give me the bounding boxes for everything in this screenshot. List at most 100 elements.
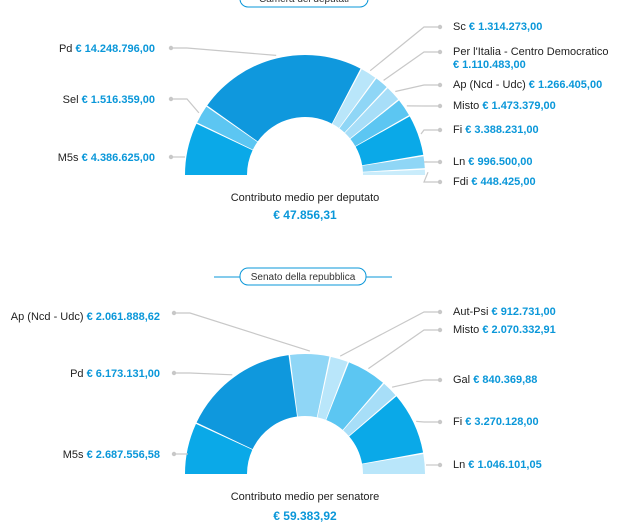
slice-ln[interactable] — [362, 453, 425, 474]
series-name: Ap (Ncd - Udc) — [11, 311, 87, 323]
label-text: Sc € 1.314.273,00 — [453, 21, 542, 33]
series-value: € 840.369,88 — [473, 374, 537, 386]
slice-misto[interactable] — [350, 100, 409, 147]
series-name: Fi — [453, 124, 465, 136]
label-pd: Pd € 6.173.131,00 — [70, 368, 233, 380]
leader-line — [391, 379, 440, 388]
leader-dot — [437, 309, 443, 315]
series-name: Pd — [59, 43, 76, 55]
leader-dot — [437, 419, 443, 425]
label-text: Sel € 1.516.359,00 — [63, 94, 155, 106]
series-name: Misto — [453, 100, 482, 112]
label-text: Ap (Ncd - Udc) € 2.061.888,62 — [11, 311, 160, 323]
series-name: Ap (Ncd - Udc) — [453, 79, 529, 91]
label-text: Misto € 2.070.332,91 — [453, 324, 556, 336]
label-sc: Sc € 1.314.273,00 — [369, 21, 542, 72]
chart-title: Camera dei deputati — [259, 0, 349, 5]
label-pd: Pd € 14.248.796,00 — [59, 43, 277, 56]
series-value: € 6.173.131,00 — [87, 368, 160, 380]
label-text: Aut-Psi € 912.731,00 — [453, 306, 556, 318]
leader-dot — [437, 103, 443, 109]
series-value: € 996.500,00 — [468, 156, 532, 168]
slice-fi[interactable] — [355, 116, 424, 166]
slice-misto[interactable] — [326, 362, 384, 430]
chart-camera-dei-deputati: Camera dei deputati M5s € 4.386.625,00 Sel… — [58, 0, 609, 222]
label-text: Ap (Ncd - Udc) € 1.266.405,00 — [453, 79, 602, 91]
label-ap-ncd-udc: Ap (Ncd - Udc) € 2.061.888,62 — [11, 310, 311, 352]
average-value: € 47.856,31 — [273, 208, 337, 222]
series-name: Ln — [453, 156, 468, 168]
label-m5s: M5s € 2.687.556,58 — [63, 449, 188, 461]
label-text: Misto € 1.473.379,00 — [453, 100, 556, 112]
semi-donut — [185, 353, 425, 474]
leader-dot — [168, 96, 174, 102]
label-text: Ln € 996.500,00 — [453, 156, 533, 168]
series-value: € 2.070.332,91 — [482, 324, 555, 336]
slice-m5s[interactable] — [185, 123, 253, 175]
title-pill-frame — [239, 0, 369, 8]
label-text: Gal € 840.369,88 — [453, 374, 537, 386]
label-text: Fdi € 448.425,00 — [453, 176, 536, 188]
label-ln: Ln € 1.046.101,05 — [426, 459, 542, 471]
leader-line — [420, 129, 440, 135]
leader-dot — [437, 327, 443, 333]
leader-dot — [168, 154, 174, 160]
series-name: Misto — [453, 324, 482, 336]
leader-dot — [437, 127, 443, 133]
slice-per-l-italia-centro-democratico[interactable] — [339, 78, 387, 133]
slice-pd[interactable] — [196, 355, 298, 450]
label-ln: Ln € 996.500,00 — [423, 156, 533, 168]
slice-ap-ncd-udc[interactable] — [344, 88, 399, 139]
label-text: M5s € 2.687.556,58 — [63, 449, 160, 461]
leader-dot — [437, 377, 443, 383]
leader-dot — [168, 45, 174, 51]
label-text: Pd € 6.173.131,00 — [70, 368, 160, 380]
chart-title-pill: Camera dei deputati — [239, 0, 369, 8]
slice-sel[interactable] — [197, 106, 258, 150]
series-value: € 912.731,00 — [492, 306, 556, 318]
average-value: € 59.383,92 — [273, 509, 337, 523]
label-gal: Gal € 840.369,88 — [391, 374, 537, 388]
slice-sc[interactable] — [332, 69, 376, 128]
leader-line — [171, 98, 200, 114]
label-aut-psi: Aut-Psi € 912.731,00 — [339, 306, 556, 357]
slice-fdi[interactable] — [362, 169, 425, 175]
series-value: € 1.473.379,00 — [482, 100, 555, 112]
leader-line — [174, 312, 311, 352]
label-m5s: M5s € 4.386.625,00 — [58, 152, 185, 164]
slice-aut-psi[interactable] — [317, 356, 348, 420]
slice-gal[interactable] — [343, 383, 396, 436]
leader-dot — [437, 159, 443, 165]
series-name: Gal — [453, 374, 473, 386]
label-text: Pd € 14.248.796,00 — [59, 43, 155, 55]
series-name: Sel — [63, 94, 82, 106]
series-name: M5s — [63, 449, 87, 461]
series-value: € 3.270.128,00 — [465, 416, 538, 428]
slice-ap-ncd-udc[interactable] — [289, 353, 330, 418]
series-name: Per l'Italia - Centro Democratico — [453, 46, 609, 58]
series-value: € 2.061.888,62 — [87, 311, 160, 323]
series-value: € 4.386.625,00 — [82, 152, 155, 164]
series-value: € 1.110.483,00 — [453, 59, 526, 71]
slice-pd[interactable] — [207, 55, 361, 142]
label-sel: Sel € 1.516.359,00 — [63, 94, 200, 114]
series-value: € 1.314.273,00 — [469, 21, 542, 33]
series-name: Ln — [453, 459, 468, 471]
leader-dot — [171, 310, 177, 316]
series-value: € 14.248.796,00 — [75, 43, 155, 55]
slice-m5s[interactable] — [185, 423, 253, 474]
slice-ln[interactable] — [362, 156, 425, 172]
leader-dot — [437, 24, 443, 30]
chart-title-pill: Senato della repubblica — [214, 267, 392, 286]
title-pill-frame — [239, 267, 367, 286]
series-value: € 1.046.101,05 — [468, 459, 541, 471]
leader-line — [395, 84, 440, 93]
label-text: Fi € 3.270.128,00 — [453, 416, 539, 428]
series-value: € 448.425,00 — [471, 176, 535, 188]
slice-fi[interactable] — [349, 396, 424, 464]
semi-donut — [185, 55, 425, 175]
leader-line — [174, 372, 233, 376]
leader-dot — [171, 451, 177, 457]
series-name: Sc — [453, 21, 469, 33]
average-label: Contributo medio per senatore — [231, 491, 380, 503]
